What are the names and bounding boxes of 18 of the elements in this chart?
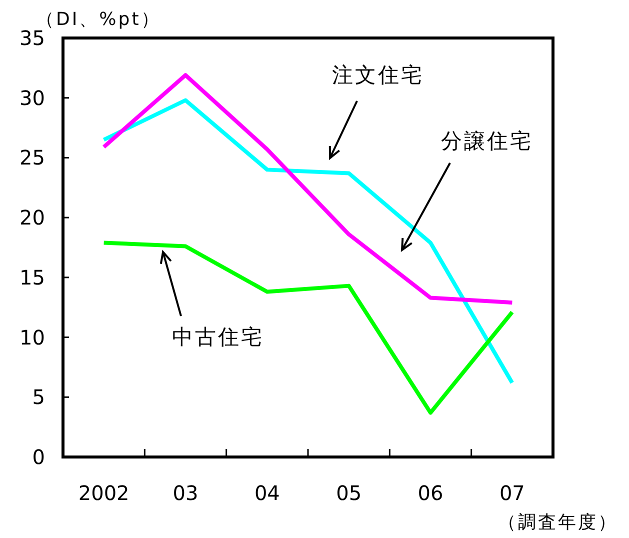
y-tick-label: 0 <box>32 445 45 469</box>
x-tick-label: 06 <box>418 481 444 505</box>
x-tick-label: 2002 <box>78 481 130 505</box>
y-tick-label: 30 <box>20 86 45 110</box>
y-tick-label: 25 <box>20 146 45 170</box>
line-series <box>102 240 514 415</box>
x-tick-label: 03 <box>172 481 198 505</box>
x-tick-label: 05 <box>336 481 362 505</box>
annotation: 注文住宅 <box>332 63 424 87</box>
y-tick-label: 20 <box>20 206 45 230</box>
x-tick-label: 07 <box>499 481 525 505</box>
y-tick-label: 10 <box>20 325 45 350</box>
x-tick-label: 04 <box>254 481 280 505</box>
y-tick-label: 15 <box>20 265 45 290</box>
y-tick-label: 5 <box>32 385 45 410</box>
annotation: 中古住宅 <box>172 325 264 349</box>
annotation: 分譲住宅 <box>441 129 533 153</box>
x-axis-title: （調査年度） <box>498 512 618 533</box>
